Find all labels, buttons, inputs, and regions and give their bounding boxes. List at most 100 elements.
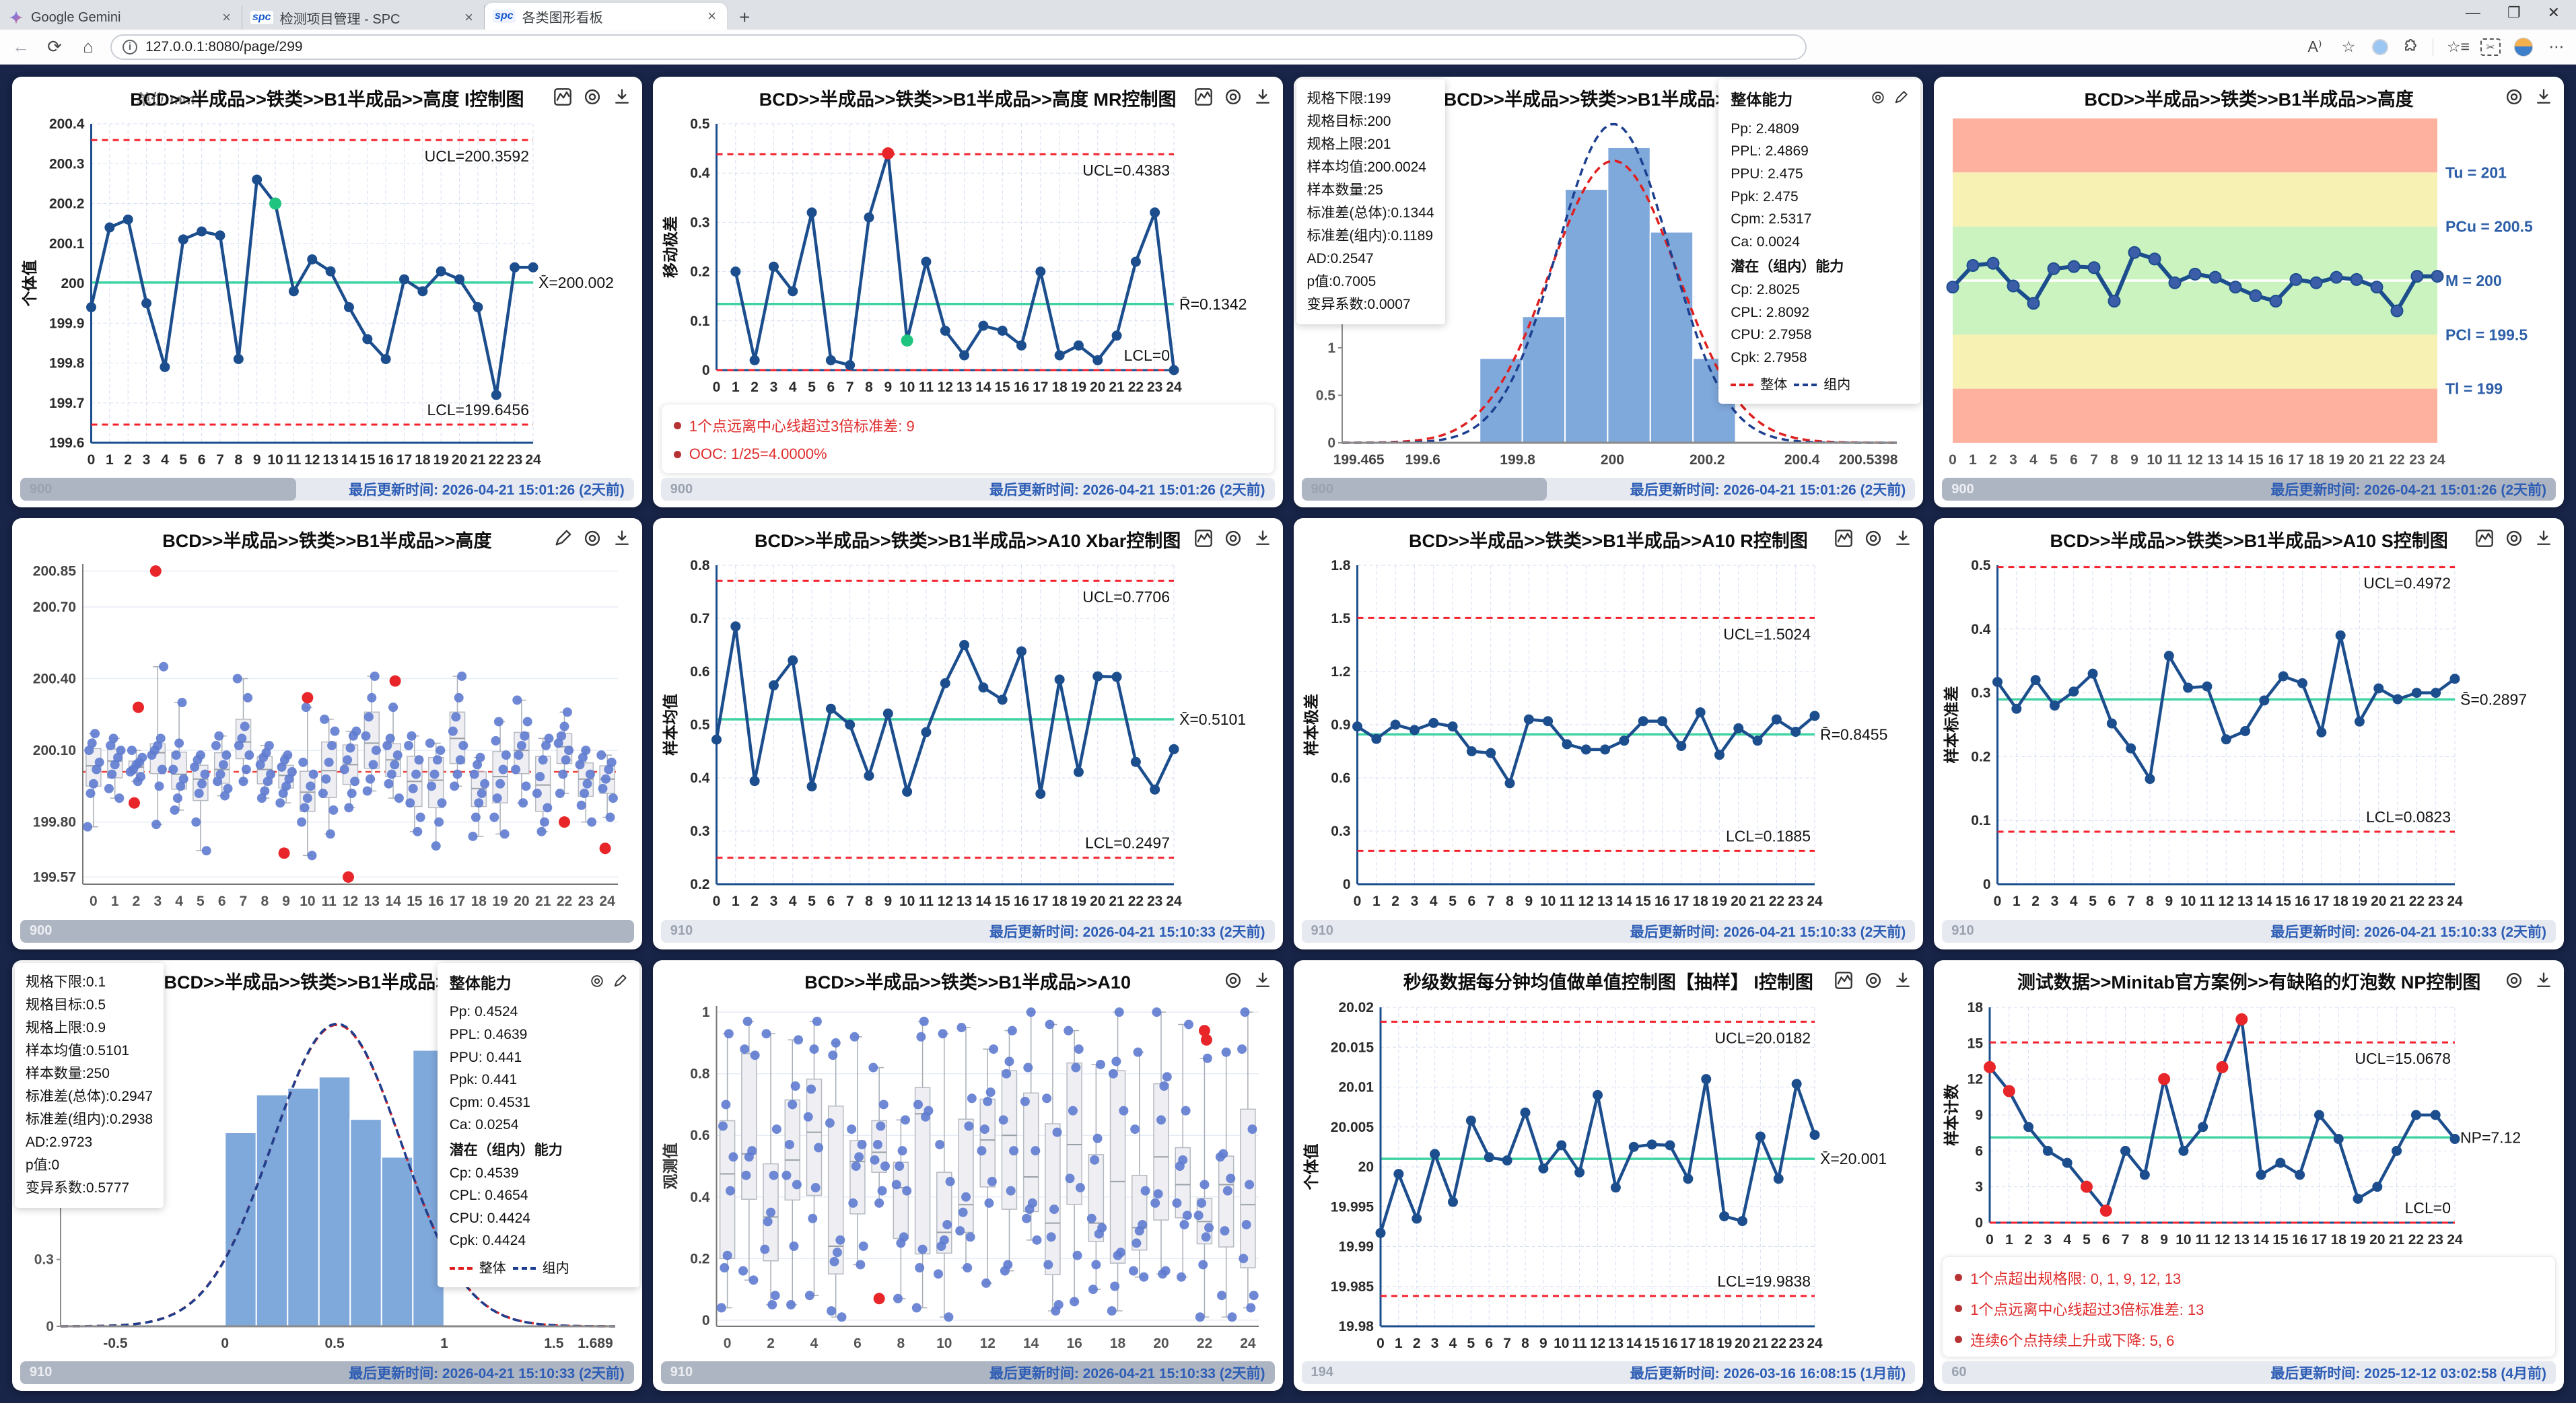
svg-text:13: 13 [2208,452,2223,468]
capability-histogram[interactable]: 00.30.60.91.2-0.500.511.51.689 [20,997,634,1357]
svg-text:21: 21 [2369,452,2386,468]
web-capture-icon[interactable]: ✂ [2480,38,2501,56]
eye-icon[interactable] [583,87,602,110]
download-icon[interactable] [1893,529,1912,551]
download-icon[interactable] [1253,971,1272,993]
datazoom-slider[interactable]: 194 最后更新时间: 2026-03-16 16:08:15 (1月前) [1301,1361,1916,1384]
extensions-puzzle-icon[interactable] [2402,38,2419,56]
svg-text:12: 12 [937,380,952,395]
url-text[interactable]: 127.0.0.1:8080/page/299 [145,38,303,55]
mr-control-chart[interactable]: UCL=0.4383 LCL=0 R̄=0.1342 0 1 2 3 4 5 6 7 8 9 10 11 12… [661,113,1275,401]
datazoom-slider[interactable]: 910 最后更新时间: 2026-04-21 15:10:33 (2天前) [1301,919,1916,943]
spec-band-run-chart[interactable]: Tu = 201 PCu = 200.5 M = 200 PCl = 199.5 Tl … [1942,113,2556,474]
collections-icon[interactable]: ☆≡ [2447,38,2470,55]
eye-icon[interactable] [1224,529,1243,551]
observations-boxplot-chart[interactable]: 0 2 4 6 8 10 12 14 16 18 20 22 24 0 0.2 0.4 0.6 0.8 1 观测值 [661,997,1275,1357]
read-aloud-icon[interactable]: A⁾ [2307,38,2322,55]
settings-more-icon[interactable]: ⋯ [2548,38,2565,55]
mini-chart-icon[interactable] [2475,529,2494,551]
svg-text:样本计数: 样本计数 [1943,1083,1960,1146]
pencil-icon[interactable] [613,971,627,996]
window-restore-button[interactable]: ❐ [2507,4,2521,21]
i-control-chart[interactable]: UCL=200.3592 LCL=199.6456 X̄=200.002 0 1 2 3 4 5… [20,113,634,474]
datazoom-slider[interactable]: 910 最后更新时间: 2026-04-21 15:10:33 (2天前) [660,919,1275,943]
new-tab-button[interactable]: + [739,7,751,28]
home-icon[interactable]: ⌂ [83,36,94,57]
eye-icon[interactable] [1224,87,1243,110]
datazoom-slider[interactable]: 60 最后更新时间: 2025-12-12 03:02:58 (4月前) [1942,1361,2556,1384]
eye-icon[interactable] [2505,87,2523,110]
download-icon[interactable] [1253,529,1272,551]
datazoom-slider[interactable]: 900 最后更新时间: 2026-04-21 15:01:26 (2天前) [1942,478,2556,501]
download-icon[interactable] [1253,87,1272,110]
profile-avatar[interactable] [2514,37,2533,57]
site-info-icon[interactable]: i [123,39,137,55]
back-icon[interactable]: ← [12,36,30,57]
window-close-button[interactable]: ✕ [2547,4,2560,21]
r-control-chart[interactable]: UCL=1.5024 LCL=0.1885 R̄=0.8455 0 1 2 3 4 5 6 7 8 9 1… [1302,554,1916,915]
eye-icon[interactable] [590,971,604,996]
refresh-icon[interactable]: ⟳ [47,36,62,57]
eye-icon[interactable] [1224,971,1243,993]
last-updated-text: 最后更新时间: 2026-04-21 15:10:33 (2天前) [2270,924,2546,940]
datazoom-slider[interactable]: 900 [20,919,634,943]
subgroup-boxplot-chart[interactable]: 0 1 2 3 4 5 6 7 8 9 10 11 12 13 14 15 16 17 18 19 20 21 22 23 24… [20,554,634,915]
svg-text:1: 1 [1969,452,1977,468]
mini-chart-icon[interactable] [553,87,572,110]
svg-text:17: 17 [2313,894,2329,909]
ooc-alert-box[interactable]: 1个点超出规格限: 0, 1, 9, 12, 13 1个点远离中心线超过3倍标准… [1942,1256,2556,1357]
svg-text:13: 13 [2237,894,2253,909]
mini-chart-icon[interactable] [1194,529,1213,551]
svg-text:4: 4 [2029,452,2038,468]
svg-text:LCL=19.9838: LCL=19.9838 [1717,1272,1811,1290]
datazoom-slider[interactable]: 910 最后更新时间: 2026-04-21 15:10:33 (2天前) [660,1361,1275,1384]
favorite-star-icon[interactable]: ☆ [2341,38,2356,55]
extension-status-icon[interactable] [2372,38,2388,55]
tab-close-icon[interactable]: × [222,9,231,26]
tab-close-icon[interactable]: × [464,9,473,26]
download-icon[interactable] [613,87,631,110]
eye-icon[interactable] [1864,529,1883,551]
window-minimize-button[interactable]: — [2465,4,2480,21]
i-control-chart[interactable]: UCL=20.0182 LCL=19.9838 X̄=20.001 0 1 2 3 4 5 6 7 8… [1302,997,1916,1357]
svg-text:2: 2 [2025,1232,2033,1248]
download-icon[interactable] [1893,971,1912,993]
mini-chart-icon[interactable] [1194,87,1213,110]
address-bar[interactable]: i 127.0.0.1:8080/page/299 [110,34,1807,60]
datazoom-slider[interactable]: 910 最后更新时间: 2026-04-21 15:10:33 (2天前) [20,1361,634,1384]
mini-chart-icon[interactable] [1834,529,1853,551]
np-control-chart[interactable]: UCL=15.0678 LCL=0 NP=7.12 0 1 2 3 4 5 6 7 8 9 10 11 12 1… [1942,997,2556,1254]
tab-google-gemini[interactable]: Google Gemini × [0,5,242,30]
svg-text:20: 20 [1090,894,1105,909]
panel-title: BCD>>半成品>>铁类>>B1半成品>>A10 [164,972,491,993]
svg-text:16: 16 [378,452,393,468]
datazoom-slider[interactable]: 900 最后更新时间: 2026-04-21 15:01:26 (2天前) [1301,478,1916,501]
datazoom-slider[interactable]: 900 最后更新时间: 2026-04-21 15:01:26 (2天前) [20,478,634,501]
slider-value: 910 [670,923,693,939]
svg-text:16: 16 [1014,894,1029,909]
tab-spc-manage[interactable]: spc 检测项目管理 - SPC × [242,5,485,30]
pencil-icon[interactable] [1893,87,1908,112]
eye-icon[interactable] [1864,971,1883,993]
tab-close-icon[interactable]: × [707,7,716,24]
eye-icon[interactable] [2505,529,2523,551]
svg-text:24: 24 [2430,452,2446,468]
svg-text:3: 3 [769,894,777,909]
mini-chart-icon[interactable] [1834,971,1853,993]
download-icon[interactable] [2534,971,2553,993]
xbar-control-chart[interactable]: UCL=0.7706 LCL=0.2497 X̄=0.5101 0 1 2 3 4 5 6 7 8 9 1… [661,554,1275,915]
download-icon[interactable] [613,529,631,551]
tab-dashboard-active[interactable]: spc 各类图形看板 × [485,3,727,30]
eye-icon[interactable] [1871,87,1885,112]
download-icon[interactable] [2534,87,2553,110]
svg-text:5: 5 [2089,894,2097,909]
download-icon[interactable] [2534,529,2553,551]
datazoom-slider[interactable]: 900 最后更新时间: 2026-04-21 15:01:26 (2天前) [660,478,1275,501]
eye-icon[interactable] [583,529,602,551]
svg-text:199.57: 199.57 [33,870,76,886]
eye-icon[interactable] [2505,971,2523,993]
capability-histogram[interactable]: 00.511.522.53199.465199.6199.8200200.220… [1302,113,1916,474]
pencil-icon[interactable] [553,529,572,551]
datazoom-slider[interactable]: 910 最后更新时间: 2026-04-21 15:10:33 (2天前) [1942,919,2556,943]
s-control-chart[interactable]: UCL=0.4972 LCL=0.0823 S̄=0.2897 0 1 2 3 4 5 6 7 8 9 1… [1942,554,2556,915]
